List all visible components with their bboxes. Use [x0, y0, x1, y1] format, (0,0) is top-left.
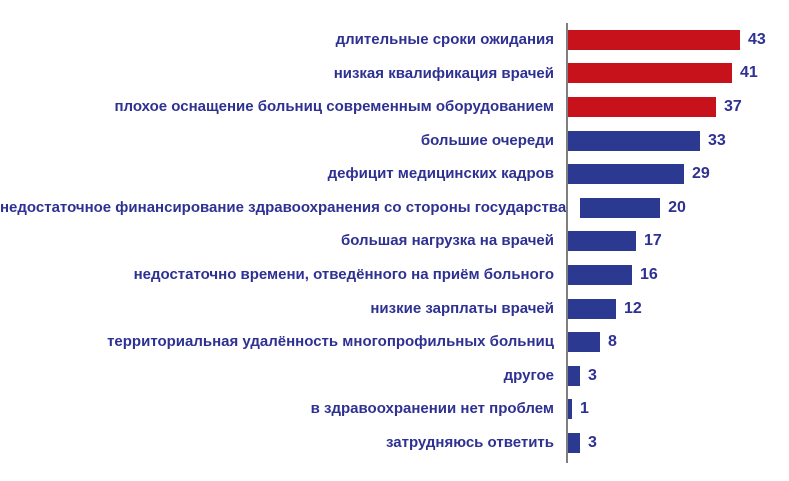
bar	[568, 231, 636, 252]
bar-row: низкие зарплаты врачей 12	[0, 292, 789, 326]
bar-track: 3	[566, 359, 789, 393]
bar-row: недостаточно времени, отведённого на при…	[0, 258, 789, 292]
bar-row: недостаточное финансирование здравоохран…	[0, 191, 789, 225]
bar	[568, 63, 732, 84]
bar-track: 20	[578, 191, 789, 225]
bar	[568, 130, 700, 151]
value-label: 33	[708, 131, 726, 149]
category-label: длительные сроки ожидания	[335, 30, 554, 48]
value-label: 3	[588, 433, 597, 451]
category-label: дефицит медицинских кадров	[327, 165, 554, 183]
value-label: 43	[748, 30, 766, 48]
bar-track: 3	[566, 426, 789, 460]
bar-row: большие очереди 33	[0, 124, 789, 158]
bar-row: затрудняюсь ответить 3	[0, 426, 789, 460]
value-label: 16	[640, 265, 658, 283]
category-label: низкие зарплаты врачей	[370, 299, 554, 317]
value-label: 20	[668, 198, 686, 216]
value-label: 3	[588, 366, 597, 384]
value-label: 12	[624, 299, 642, 317]
value-label: 8	[608, 333, 617, 351]
bar	[580, 197, 661, 218]
bar	[568, 432, 580, 453]
bar	[568, 365, 580, 386]
value-label: 29	[692, 165, 710, 183]
category-label: большая нагрузка на врачей	[341, 232, 554, 250]
category-label: большие очереди	[420, 131, 554, 149]
bar-track: 41	[566, 57, 789, 91]
bar-track: 37	[566, 90, 789, 124]
bar-row: дефицит медицинских кадров 29	[0, 157, 789, 191]
value-label: 41	[740, 64, 758, 82]
bar-row: территориальная удалённость многопрофиль…	[0, 325, 789, 359]
bar-row: другое 3	[0, 359, 789, 393]
bar-track: 8	[566, 325, 789, 359]
value-label: 37	[724, 97, 742, 115]
value-label: 17	[644, 232, 662, 250]
category-label: недостаточное финансирование здравоохран…	[0, 198, 567, 216]
bar	[568, 332, 600, 353]
bar	[568, 264, 632, 285]
category-label: в здравоохранении нет проблем	[310, 400, 554, 418]
bar-track: 17	[566, 225, 789, 259]
bar-row: в здравоохранении нет проблем 1	[0, 393, 789, 427]
bar-track: 1	[566, 393, 789, 427]
bar-row: низкая квалификация врачей 41	[0, 57, 789, 91]
bar-track: 29	[566, 157, 789, 191]
bar	[568, 298, 616, 319]
bar-row: плохое оснащение больниц современным обо…	[0, 90, 789, 124]
bar	[568, 399, 572, 420]
bar-row: большая нагрузка на врачей 17	[0, 225, 789, 259]
category-label: недостаточно времени, отведённого на при…	[133, 266, 554, 284]
bar	[568, 29, 740, 50]
bar-track: 43	[566, 23, 789, 57]
category-label: другое	[503, 366, 554, 384]
category-label: затрудняюсь ответить	[386, 434, 554, 452]
bar-row: длительные сроки ожидания 43	[0, 23, 789, 57]
bar-track: 12	[566, 292, 789, 326]
category-label: низкая квалификация врачей	[333, 64, 554, 82]
bar	[568, 164, 684, 185]
bar-track: 16	[566, 258, 789, 292]
bar	[568, 96, 716, 117]
category-label: территориальная удалённость многопрофиль…	[107, 333, 554, 351]
chart-rows: длительные сроки ожидания 43 низкая квалиф…	[0, 23, 789, 460]
category-label: плохое оснащение больниц современным обо…	[114, 98, 554, 116]
value-label: 1	[580, 400, 589, 418]
bar-track: 33	[566, 124, 789, 158]
y-axis-line	[566, 23, 568, 463]
